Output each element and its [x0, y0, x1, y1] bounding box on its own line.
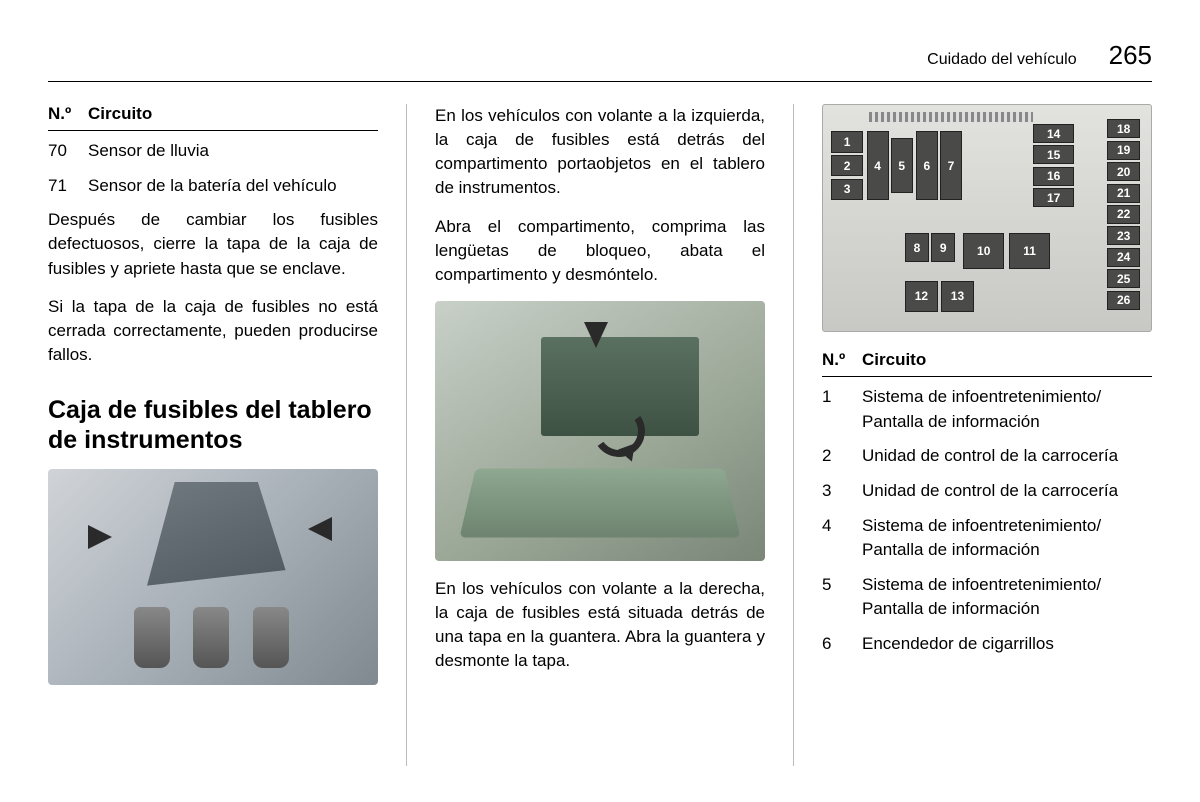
fuse-slot: 13	[941, 281, 974, 312]
row-number: 1	[822, 385, 850, 434]
row-description: Unidad de control de la carrocería	[862, 479, 1152, 504]
paragraph: En los vehículos con volante a la derech…	[435, 577, 765, 674]
row-number: 4	[822, 514, 850, 563]
row-description: Sensor de lluvia	[88, 139, 378, 164]
th-circuit: Circuito	[862, 350, 926, 370]
fuse-slot: 18	[1107, 119, 1140, 138]
row-description: Encendedor de cigarrillos	[862, 632, 1152, 657]
fuse-slot: 10	[963, 233, 1005, 269]
fuse-slot: 4	[867, 131, 889, 200]
table-header-col1: N.º Circuito	[48, 104, 378, 131]
header-title: Cuidado del vehículo	[927, 51, 1076, 69]
fuse-slot: 20	[1107, 162, 1140, 181]
column-1: N.º Circuito 70 Sensor de lluvia 71 Sensor …	[48, 104, 378, 766]
fuse-cover-shape	[147, 482, 286, 586]
row-number: 70	[48, 139, 76, 164]
fuse-slot: 22	[1107, 205, 1140, 224]
fuse-slot: 24	[1107, 248, 1140, 267]
table-row: 4Sistema de infoentretenimiento/ Pantall…	[822, 514, 1152, 563]
pedal-shape	[253, 607, 289, 667]
row-number: 2	[822, 444, 850, 469]
row-description: Sensor de la batería del vehículo	[88, 174, 378, 199]
row-description: Sistema de infoentretenimiento/ Pantalla…	[862, 514, 1152, 563]
fuse-slot: 2	[831, 155, 864, 176]
fuse-slot: 3	[831, 179, 864, 200]
page-number: 265	[1109, 40, 1152, 71]
section-heading: Caja de fusibles del tablero de instrume…	[48, 395, 378, 455]
fuse-slot: 14	[1033, 124, 1075, 143]
fuse-slot: 15	[1033, 145, 1075, 164]
illustration-glovebox	[435, 301, 765, 561]
row-number: 5	[822, 573, 850, 622]
fusebox-diagram: 1234567891011121314151617181920212223242…	[822, 104, 1152, 332]
table-row: 3 Unidad de control de la carrocería	[822, 479, 1152, 504]
table-row: 2 Unidad de control de la carrocería	[822, 444, 1152, 469]
illustration-pedal-fusebox	[48, 469, 378, 685]
column-3: 1234567891011121314151617181920212223242…	[822, 104, 1152, 766]
table-row: 70 Sensor de lluvia	[48, 139, 378, 164]
glovebox-lid-shape	[459, 469, 740, 538]
fuse-slot: 5	[891, 138, 913, 193]
column-separator	[406, 104, 407, 766]
row-number: 6	[822, 632, 850, 657]
table-row: 1Sistema de infoentretenimiento/ Pantall…	[822, 385, 1152, 434]
fuse-slot: 17	[1033, 188, 1075, 207]
paragraph: Después de cambiar los fusibles defectuo…	[48, 208, 378, 280]
row-number: 71	[48, 174, 76, 199]
arrow-left-icon	[88, 525, 112, 549]
fuse-slot: 21	[1107, 184, 1140, 203]
column-separator	[793, 104, 794, 766]
table-row: 5Sistema de infoentretenimiento/ Pantall…	[822, 573, 1152, 622]
row-description: Sistema de infoentretenimiento/ Pantalla…	[862, 385, 1152, 434]
fuse-slot: 6	[916, 131, 938, 200]
fuse-slot: 16	[1033, 167, 1075, 186]
fuse-slot: 25	[1107, 269, 1140, 288]
fuse-slot: 9	[931, 233, 955, 262]
fuse-slot: 8	[905, 233, 929, 262]
page-header: Cuidado del vehículo 265	[48, 40, 1152, 82]
fuse-slot: 23	[1107, 226, 1140, 245]
fuse-slot: 11	[1009, 233, 1051, 269]
th-no: N.º	[822, 350, 850, 370]
paragraph: En los vehículos con volante a la izquie…	[435, 104, 765, 201]
fuse-slot: 7	[940, 131, 962, 200]
arrow-down-icon	[584, 322, 608, 348]
paragraph: Abra el compartimento, comprima las leng…	[435, 215, 765, 287]
row-description: Unidad de control de la carrocería	[862, 444, 1152, 469]
th-no: N.º	[48, 104, 76, 124]
th-circuit: Circuito	[88, 104, 152, 124]
connector-pins-shape	[869, 112, 1033, 122]
table-row: 71 Sensor de la batería del vehículo	[48, 174, 378, 199]
fuse-slot: 19	[1107, 141, 1140, 160]
table-header-col3: N.º Circuito	[822, 350, 1152, 377]
column-2: En los vehículos con volante a la izquie…	[435, 104, 765, 766]
paragraph: Si la tapa de la caja de fusibles no est…	[48, 295, 378, 367]
columns-container: N.º Circuito 70Sensor de lluvia71Sensor …	[48, 104, 1152, 766]
row-description: Sistema de infoentretenimiento/ Pantalla…	[862, 573, 1152, 622]
arrow-right-icon	[308, 517, 332, 541]
fuse-slot: 1	[831, 131, 864, 152]
pedal-shape	[134, 607, 170, 667]
fuse-slot: 12	[905, 281, 938, 312]
row-number: 3	[822, 479, 850, 504]
table-row: 6 Encendedor de cigarrillos	[822, 632, 1152, 657]
pedal-shape	[193, 607, 229, 667]
fuse-slot: 26	[1107, 291, 1140, 310]
